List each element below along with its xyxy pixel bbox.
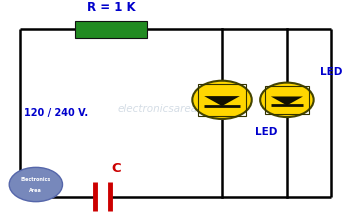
Text: R = 1 K: R = 1 K — [87, 1, 135, 14]
Text: LED: LED — [255, 127, 278, 137]
Polygon shape — [204, 96, 240, 106]
Circle shape — [9, 167, 62, 202]
Bar — [198, 84, 246, 116]
Bar — [265, 86, 309, 114]
Text: Electronics: Electronics — [21, 177, 51, 182]
Text: Area: Area — [29, 188, 42, 192]
Text: electronicsarea.com: electronicsarea.com — [118, 104, 223, 114]
Text: LED: LED — [320, 67, 342, 77]
Circle shape — [260, 83, 314, 117]
Text: 120 / 240 V.: 120 / 240 V. — [24, 108, 88, 118]
Polygon shape — [271, 97, 303, 105]
Bar — [75, 21, 147, 38]
Text: C: C — [111, 161, 121, 175]
Circle shape — [192, 81, 252, 119]
